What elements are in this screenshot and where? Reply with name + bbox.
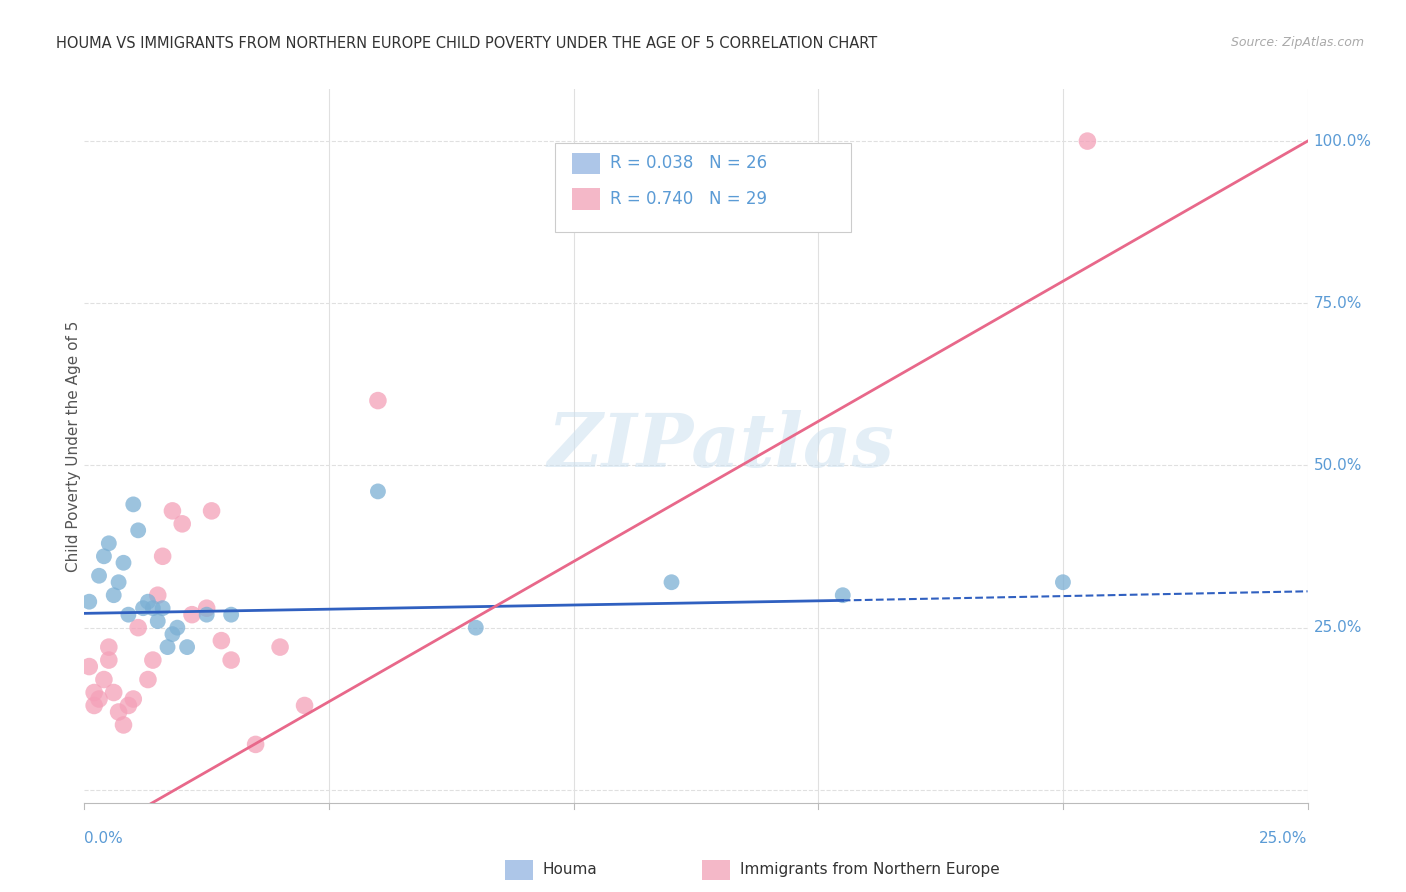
- Point: [195, 601, 218, 615]
- Point: [1052, 575, 1074, 590]
- Text: Immigrants from Northern Europe: Immigrants from Northern Europe: [740, 863, 1000, 877]
- Point: [127, 524, 149, 538]
- Point: [152, 601, 174, 615]
- Point: [1076, 134, 1098, 148]
- Point: [97, 536, 120, 550]
- Text: Houma: Houma: [543, 863, 598, 877]
- Text: 75.0%: 75.0%: [1313, 296, 1362, 310]
- Point: [83, 698, 105, 713]
- Point: [269, 640, 291, 654]
- Point: [97, 640, 120, 654]
- Point: [367, 393, 389, 408]
- Text: Source: ZipAtlas.com: Source: ZipAtlas.com: [1230, 36, 1364, 49]
- Point: [122, 497, 145, 511]
- Point: [107, 705, 129, 719]
- Text: 25.0%: 25.0%: [1313, 620, 1362, 635]
- Point: [166, 621, 188, 635]
- Point: [117, 698, 139, 713]
- Text: 50.0%: 50.0%: [1313, 458, 1362, 473]
- Point: [83, 685, 105, 699]
- Point: [152, 549, 174, 564]
- Point: [200, 504, 222, 518]
- Point: [464, 621, 486, 635]
- Point: [142, 653, 165, 667]
- Text: HOUMA VS IMMIGRANTS FROM NORTHERN EUROPE CHILD POVERTY UNDER THE AGE OF 5 CORREL: HOUMA VS IMMIGRANTS FROM NORTHERN EUROPE…: [56, 36, 877, 51]
- Point: [97, 653, 120, 667]
- Point: [87, 568, 110, 582]
- Point: [661, 575, 683, 590]
- Point: [103, 588, 125, 602]
- Point: [245, 738, 267, 752]
- Text: R = 0.038   N = 26: R = 0.038 N = 26: [610, 154, 768, 172]
- Point: [136, 595, 159, 609]
- Point: [146, 614, 169, 628]
- Point: [132, 601, 155, 615]
- Text: ZIPatlas: ZIPatlas: [547, 409, 894, 483]
- Point: [219, 653, 242, 667]
- Point: [117, 607, 139, 622]
- Point: [112, 556, 135, 570]
- Point: [219, 607, 242, 622]
- Point: [103, 685, 125, 699]
- Point: [181, 607, 204, 622]
- Point: [294, 698, 316, 713]
- Point: [162, 627, 184, 641]
- Point: [127, 621, 149, 635]
- Text: 100.0%: 100.0%: [1313, 134, 1372, 149]
- Point: [77, 595, 100, 609]
- Point: [93, 549, 115, 564]
- Point: [162, 504, 184, 518]
- Point: [77, 659, 100, 673]
- Point: [831, 588, 853, 602]
- Text: R = 0.740   N = 29: R = 0.740 N = 29: [610, 190, 768, 208]
- Point: [87, 692, 110, 706]
- Point: [122, 692, 145, 706]
- Point: [156, 640, 179, 654]
- Y-axis label: Child Poverty Under the Age of 5: Child Poverty Under the Age of 5: [66, 320, 80, 572]
- Point: [146, 588, 169, 602]
- Text: 25.0%: 25.0%: [1260, 831, 1308, 847]
- Text: 0.0%: 0.0%: [84, 831, 124, 847]
- Point: [367, 484, 389, 499]
- Point: [93, 673, 115, 687]
- Point: [136, 673, 159, 687]
- Point: [172, 516, 194, 531]
- Point: [107, 575, 129, 590]
- Point: [176, 640, 198, 654]
- Point: [142, 601, 165, 615]
- Point: [195, 607, 218, 622]
- Point: [112, 718, 135, 732]
- Point: [209, 633, 232, 648]
